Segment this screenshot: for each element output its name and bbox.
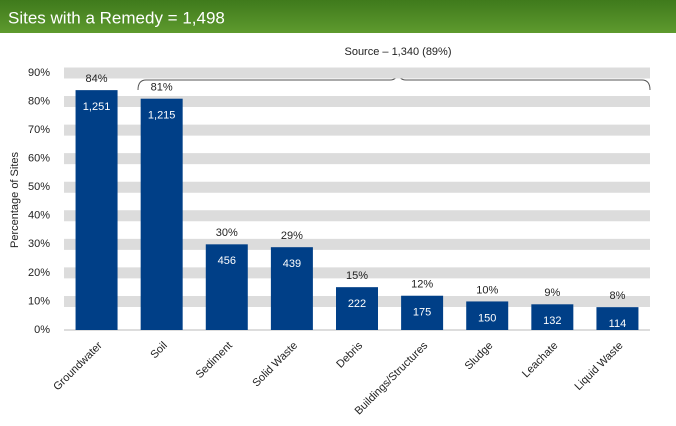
value-label: 12% [411,279,433,291]
x-tick-label: Liquid Waste [572,340,625,393]
bar [270,247,313,330]
count-label: 1,215 [148,110,176,122]
value-label: 84% [86,73,108,85]
bar [466,301,509,330]
count-label: 150 [478,312,496,324]
x-tick-label: Soil [148,340,169,361]
count-label: 222 [348,298,366,310]
y-tick-label: 30% [28,238,50,250]
count-label: 439 [283,258,301,270]
x-tick-label: Leachate [520,340,560,380]
count-label: 132 [543,315,561,327]
x-tick-label: Buildings/Structures [353,339,431,417]
y-tick-label: 50% [28,181,50,193]
x-tick-label: Solid Waste [250,340,300,390]
header-bar [0,0,676,33]
bar [531,304,574,330]
y-tick-label: 0% [34,324,50,336]
y-tick-label: 60% [28,153,50,165]
y-tick-label: 80% [28,95,50,107]
annotation: Source – 1,340 (89%) [344,46,451,58]
y-tick-label: 90% [28,67,50,79]
bar [75,90,118,330]
bar [596,307,639,330]
value-label: 8% [609,290,625,302]
value-label: 15% [346,270,368,282]
count-label: 456 [218,255,236,267]
x-tick-label: Debris [334,339,365,370]
bar [205,244,248,330]
y-axis-label: Percentage of Sites [9,152,21,249]
header-title: Sites with a Remedy = 1,498 [8,8,225,27]
value-label: 30% [216,227,238,239]
y-tick-label: 10% [28,295,50,307]
x-tick-label: Groundwater [51,339,105,393]
value-label: 29% [281,230,303,242]
bar [140,98,183,330]
value-label: 81% [151,82,173,94]
count-label: 114 [609,318,627,330]
y-tick-label: 70% [28,124,50,136]
value-label: 9% [544,287,560,299]
value-label: 10% [476,284,498,296]
count-label: 175 [413,307,431,319]
count-label: 1,251 [83,101,111,113]
x-tick-label: Sediment [194,340,235,381]
y-tick-label: 40% [28,210,50,222]
x-tick-label: Sludge [463,340,496,373]
y-tick-label: 20% [28,267,50,279]
bar [401,295,444,330]
bar [336,287,378,330]
